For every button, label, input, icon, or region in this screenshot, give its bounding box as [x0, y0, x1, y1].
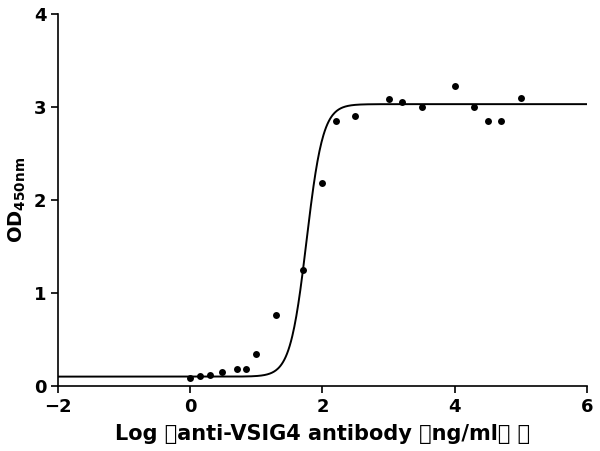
- Point: [350, 113, 360, 120]
- Point: [271, 312, 281, 319]
- Y-axis label: OD$_\mathbf{450nm}$: OD$_\mathbf{450nm}$: [7, 157, 28, 243]
- Point: [217, 368, 227, 376]
- Point: [384, 96, 394, 103]
- Point: [317, 179, 327, 187]
- Point: [232, 366, 241, 373]
- X-axis label: Log （anti-VSIG4 antibody （ng/ml） ）: Log （anti-VSIG4 antibody （ng/ml） ）: [115, 424, 530, 444]
- Point: [205, 371, 215, 378]
- Point: [185, 374, 195, 381]
- Point: [470, 103, 479, 110]
- Point: [496, 117, 506, 124]
- Point: [483, 117, 493, 124]
- Point: [331, 117, 340, 124]
- Point: [298, 266, 307, 273]
- Point: [196, 372, 205, 379]
- Point: [516, 94, 526, 101]
- Point: [397, 99, 407, 106]
- Point: [450, 83, 460, 90]
- Point: [242, 366, 251, 373]
- Point: [417, 103, 427, 110]
- Point: [251, 351, 261, 358]
